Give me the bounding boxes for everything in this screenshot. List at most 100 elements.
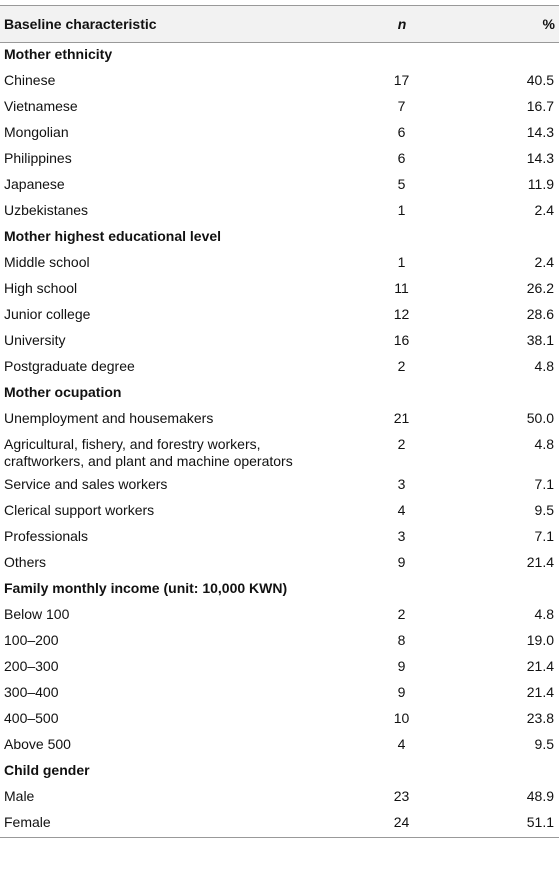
data-table: Baseline characteristic n % Mother ethni… (0, 5, 559, 838)
count-cell: 16 (393, 332, 410, 348)
row-label: Others (4, 554, 47, 570)
section-title: Family monthly income (unit: 10,000 KWN) (4, 580, 288, 596)
row-label: 200–300 (4, 658, 59, 674)
percent-cell: 23.8 (526, 710, 554, 726)
count-cell: 3 (397, 476, 406, 492)
percent-cell: 2.4 (534, 202, 554, 218)
count-cell: 7 (397, 98, 406, 114)
header-cell: n (397, 16, 407, 32)
percent-cell: 19.0 (526, 632, 554, 648)
row-label: Above 500 (4, 736, 71, 752)
row-label: Philippines (4, 150, 72, 166)
section-title: Child gender (4, 762, 90, 778)
percent-cell: 26.2 (526, 280, 554, 296)
count-cell: 4 (397, 736, 406, 752)
data-row: Clerical support workers 4 9.5 (0, 499, 559, 525)
data-row: Others 9 21.4 (0, 551, 559, 577)
percent-cell: 9.5 (534, 736, 554, 752)
row-label: High school (4, 280, 78, 296)
row-label: Professionals (4, 528, 89, 544)
count-cell: 5 (397, 176, 406, 192)
data-row: Service and sales workers 3 7.1 (0, 473, 559, 499)
section-row: Child gender (0, 759, 559, 785)
data-row: Chinese 17 40.5 (0, 69, 559, 95)
count-cell: 4 (397, 502, 406, 518)
percent-cell: 21.4 (526, 658, 554, 674)
data-row: 200–300 9 21.4 (0, 655, 559, 681)
section-row: Mother ocupation (0, 381, 559, 407)
data-row: Agricultural, fishery, and forestry work… (0, 433, 559, 473)
data-row: 400–500 10 23.8 (0, 707, 559, 733)
count-cell: 2 (397, 606, 406, 622)
count-cell: 8 (397, 632, 406, 648)
count-cell: 9 (397, 684, 406, 700)
data-row: Below 100 2 4.8 (0, 603, 559, 629)
row-label: Chinese (4, 72, 56, 88)
row-label: University (4, 332, 66, 348)
row-label: 400–500 (4, 710, 59, 726)
count-cell: 17 (393, 72, 410, 88)
row-label: Male (4, 788, 35, 804)
row-label: Below 100 (4, 606, 70, 622)
row-label: Agricultural, fishery, and forestry work… (4, 436, 293, 469)
section-row: Mother highest educational level (0, 225, 559, 251)
section-title: Mother ocupation (4, 384, 122, 400)
percent-cell: 50.0 (526, 410, 554, 426)
percent-cell: 38.1 (526, 332, 554, 348)
percent-cell: 21.4 (526, 684, 554, 700)
row-label: 300–400 (4, 684, 59, 700)
percent-cell: 4.8 (534, 436, 554, 452)
row-label: Uzbekistanes (4, 202, 89, 218)
percent-cell: 4.8 (534, 358, 554, 374)
page: {"table": { "header": ["Baseline charact… (0, 5, 559, 886)
count-cell: 11 (394, 280, 409, 296)
data-row: Above 500 4 9.5 (0, 733, 559, 759)
row-label: Postgraduate degree (4, 358, 135, 374)
percent-cell: 40.5 (526, 72, 554, 88)
row-label: Middle school (4, 254, 90, 270)
percent-cell: 16.7 (526, 98, 554, 114)
data-row: Female 24 51.1 (0, 811, 559, 838)
data-row: Unemployment and housemakers 21 50.0 (0, 407, 559, 433)
row-label: Unemployment and housemakers (4, 410, 214, 426)
count-cell: 1 (397, 254, 406, 270)
percent-cell: 11.9 (527, 176, 554, 192)
count-cell: 23 (393, 788, 410, 804)
count-cell: 1 (397, 202, 406, 218)
percent-cell: 48.9 (526, 788, 554, 804)
percent-cell: 21.4 (526, 554, 554, 570)
count-cell: 12 (393, 306, 410, 322)
header-row: Baseline characteristic n % (0, 5, 559, 43)
percent-cell: 51.1 (526, 814, 554, 830)
data-row: Professionals 3 7.1 (0, 525, 559, 551)
data-row: Postgraduate degree 2 4.8 (0, 355, 559, 381)
data-row: 100–200 8 19.0 (0, 629, 559, 655)
row-label: Japanese (4, 176, 65, 192)
percent-cell: 7.1 (534, 476, 554, 492)
table-body: Mother ethnicity Chinese 17 40.5 Vietnamese 7… (0, 43, 559, 838)
section-row: Family monthly income (unit: 10,000 KWN) (0, 577, 559, 603)
row-label: Junior college (4, 306, 91, 322)
percent-cell: 14.3 (526, 124, 554, 140)
row-label: Service and sales workers (4, 476, 168, 492)
percent-cell: 4.8 (534, 606, 554, 622)
percent-cell: 14.3 (526, 150, 554, 166)
section-title: Mother ethnicity (4, 46, 113, 62)
percent-cell: 2.4 (534, 254, 554, 270)
percent-cell: 7.1 (534, 528, 554, 544)
count-cell: 24 (393, 814, 410, 830)
data-row: Uzbekistanes 1 2.4 (0, 199, 559, 225)
count-cell: 9 (397, 658, 406, 674)
data-row: University 16 38.1 (0, 329, 559, 355)
data-row: Vietnamese 7 16.7 (0, 95, 559, 121)
percent-cell: 9.5 (534, 502, 554, 518)
count-cell: 21 (393, 410, 410, 426)
count-cell: 6 (397, 150, 406, 166)
row-label: Mongolian (4, 124, 69, 140)
count-cell: 10 (393, 710, 410, 726)
data-row: Middle school 1 2.4 (0, 251, 559, 277)
data-row: Junior college 12 28.6 (0, 303, 559, 329)
data-row: Philippines 6 14.3 (0, 147, 559, 173)
count-cell: 9 (397, 554, 406, 570)
count-cell: 6 (397, 124, 406, 140)
